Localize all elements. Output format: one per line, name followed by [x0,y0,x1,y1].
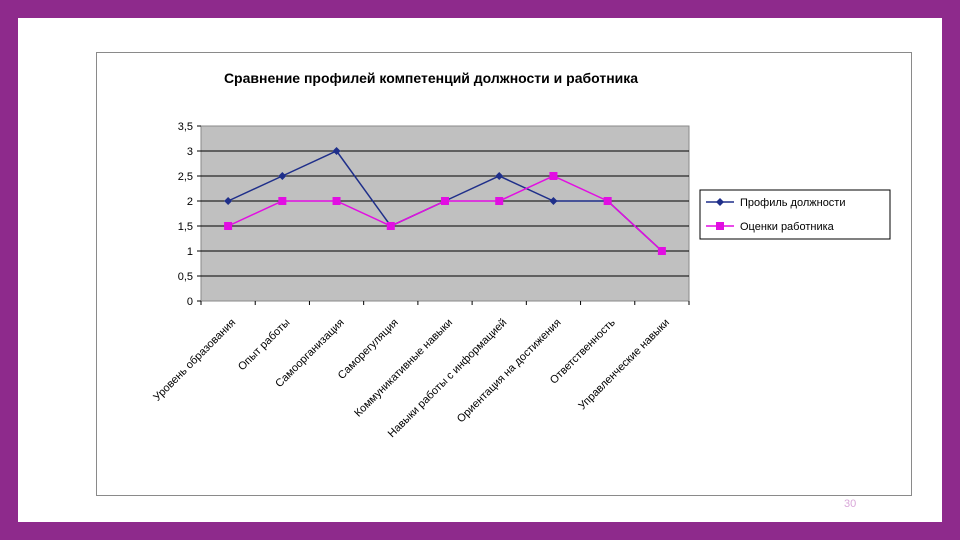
data-point-profile [495,172,504,180]
data-point-employee [278,197,287,205]
y-tick-label: 1 [187,246,193,258]
y-tick-label: 2,5 [178,171,193,183]
y-tick-label: 2 [187,196,193,208]
legend-marker-square-icon [716,222,724,230]
chart-frame: Сравнение профилей компетенций должности… [96,52,912,496]
x-tick-label: Управленческие навыки [576,317,672,413]
legend-label-profile: Профиль должности [740,197,846,209]
legend-box [699,189,891,240]
y-tick-label: 3 [187,146,193,158]
x-tick-label: Ориентация на достижения [455,317,564,426]
legend: Профиль должности Оценки работника [699,189,891,240]
y-tick-label: 3,5 [178,121,193,133]
y-tick-label: 0,5 [178,271,193,283]
data-point-employee [224,222,233,230]
data-point-employee [441,197,449,205]
data-point-employee [332,197,341,205]
plot-area [200,125,690,302]
data-point-employee [386,222,395,230]
data-point-employee [549,172,558,180]
data-point-employee [495,197,504,205]
data-point-profile [224,197,233,205]
data-point-profile [332,147,341,155]
series-group [224,147,666,255]
chart-title: Сравнение профилей компетенций должности… [224,70,638,86]
legend-marker-diamond-icon [716,198,724,206]
data-point-employee [657,247,666,255]
data-point-profile [549,197,558,205]
x-tick-label: Опыт работы [236,317,293,374]
y-axis: 0 0,5 1 1,5 2 2,5 3 3,5 [178,121,201,308]
y-tick-label: 0 [187,296,193,308]
data-point-employee [603,197,612,205]
slide: Сравнение профилей компетенций должности… [18,18,942,522]
slide-number: 30 [844,498,857,510]
x-tick-label: Коммуникативные навыки [352,317,455,420]
line-chart: Сравнение профилей компетенций должности… [151,70,891,441]
x-tick-label: Навыки работы с информацией [386,317,510,441]
data-point-profile [278,172,287,180]
y-tick-label: 1,5 [178,221,193,233]
legend-label-employee: Оценки работника [740,221,835,233]
x-tick-label: Уровень образования [151,317,238,404]
